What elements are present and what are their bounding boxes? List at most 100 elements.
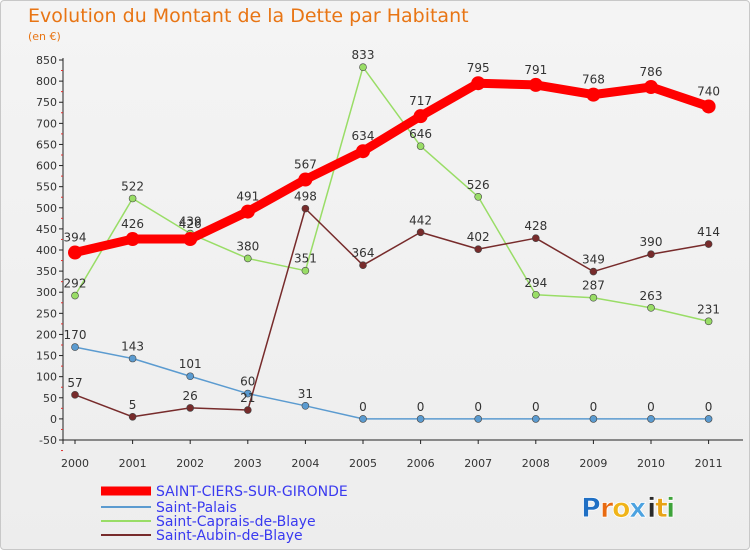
data-label: 0 bbox=[359, 400, 367, 414]
data-label: 567 bbox=[294, 157, 317, 171]
data-point bbox=[644, 80, 658, 95]
data-point bbox=[471, 76, 486, 91]
x-tick-label: 2008 bbox=[522, 457, 550, 470]
data-label: 380 bbox=[236, 239, 259, 253]
data-label: 442 bbox=[409, 213, 432, 227]
data-point bbox=[183, 232, 198, 247]
data-point bbox=[589, 293, 598, 302]
data-label: 791 bbox=[524, 63, 547, 77]
data-label: 786 bbox=[640, 65, 663, 79]
data-label: 143 bbox=[121, 340, 144, 354]
chart-unit-label: (en €) bbox=[28, 30, 61, 43]
data-point bbox=[71, 291, 79, 300]
data-point bbox=[531, 290, 540, 299]
data-point bbox=[359, 415, 367, 423]
brand-logo-letter: i bbox=[647, 493, 656, 524]
y-tick-label: 650 bbox=[36, 138, 57, 151]
y-tick-label: 100 bbox=[36, 371, 57, 384]
data-label: 390 bbox=[640, 235, 663, 249]
data-label: 101 bbox=[179, 357, 202, 371]
y-tick-label: 0 bbox=[50, 413, 57, 426]
y-tick-label: -50 bbox=[39, 434, 57, 447]
x-tick-label: 2006 bbox=[407, 457, 435, 470]
data-label: 292 bbox=[64, 277, 87, 291]
data-label: 21 bbox=[240, 391, 255, 405]
data-point bbox=[413, 109, 428, 124]
data-label: 0 bbox=[590, 400, 598, 414]
brand-logo-letter: i bbox=[666, 493, 675, 524]
data-point bbox=[647, 415, 655, 423]
data-label: 5 bbox=[129, 398, 137, 412]
y-tick-label: 200 bbox=[36, 328, 57, 341]
data-point bbox=[244, 389, 252, 398]
x-tick-label: 2004 bbox=[291, 457, 319, 470]
chart-title: Evolution du Montant de la Dette par Hab… bbox=[28, 5, 469, 27]
series-line-2 bbox=[74, 66, 709, 323]
data-label: 287 bbox=[582, 279, 605, 293]
data-label: 717 bbox=[409, 94, 432, 108]
data-point bbox=[586, 87, 601, 102]
legend-label: Saint-Palais bbox=[156, 500, 237, 516]
data-label: 364 bbox=[352, 246, 375, 260]
y-tick-label: 500 bbox=[36, 202, 57, 215]
brand-logo-letter: t bbox=[655, 493, 668, 524]
data-label: 0 bbox=[417, 400, 425, 414]
data-label: 795 bbox=[467, 61, 490, 75]
data-label: 394 bbox=[64, 231, 87, 245]
data-label: 498 bbox=[294, 190, 317, 204]
data-point bbox=[71, 391, 79, 399]
legend-label: Saint-Aubin-de-Blaye bbox=[156, 528, 303, 544]
y-tick-label: 600 bbox=[36, 160, 57, 173]
x-tick-label: 2010 bbox=[637, 457, 665, 470]
data-label: 60 bbox=[240, 375, 255, 389]
y-tick-label: 350 bbox=[36, 265, 57, 278]
data-label: 0 bbox=[532, 400, 540, 414]
legend-label: Saint-Caprais-de-Blaye bbox=[156, 514, 316, 530]
data-point bbox=[704, 317, 713, 326]
x-tick-label: 2011 bbox=[695, 457, 723, 470]
data-label: 740 bbox=[697, 84, 720, 98]
data-label: 263 bbox=[640, 289, 663, 303]
data-label: 294 bbox=[524, 276, 547, 290]
y-tick-label: 400 bbox=[36, 244, 57, 257]
data-label: 231 bbox=[697, 302, 720, 316]
series-line-0 bbox=[73, 78, 711, 257]
x-tick-label: 2000 bbox=[61, 457, 89, 470]
data-point bbox=[531, 234, 540, 242]
data-point bbox=[589, 267, 598, 276]
data-point bbox=[71, 343, 79, 351]
data-point bbox=[68, 245, 82, 260]
data-point bbox=[416, 228, 425, 237]
data-label: 0 bbox=[474, 400, 482, 414]
data-label: 833 bbox=[352, 48, 375, 62]
data-point bbox=[240, 204, 255, 219]
data-label: 522 bbox=[121, 179, 144, 193]
x-tick-label: 2003 bbox=[234, 457, 262, 470]
data-label: 426 bbox=[121, 217, 144, 231]
y-tick-label: 800 bbox=[36, 75, 57, 88]
data-point bbox=[125, 232, 140, 247]
data-point bbox=[244, 254, 252, 263]
data-point bbox=[416, 415, 425, 423]
data-label: 646 bbox=[409, 127, 432, 141]
x-tick-label: 2002 bbox=[176, 457, 204, 470]
data-point bbox=[474, 415, 483, 423]
data-label: 57 bbox=[67, 376, 82, 390]
data-point bbox=[186, 372, 194, 381]
data-point bbox=[647, 304, 655, 312]
data-label: 526 bbox=[467, 178, 490, 192]
data-point bbox=[704, 240, 713, 248]
data-point bbox=[128, 194, 137, 203]
brand-logo-letter: r bbox=[600, 493, 614, 524]
data-point bbox=[474, 193, 483, 201]
y-tick-label: 450 bbox=[36, 223, 57, 236]
data-point bbox=[301, 204, 310, 213]
y-tick-label: 700 bbox=[36, 117, 57, 130]
data-point bbox=[301, 266, 310, 275]
x-tick-label: 2007 bbox=[464, 457, 492, 470]
y-tick-label: 250 bbox=[36, 307, 57, 320]
data-point bbox=[186, 404, 194, 412]
data-point bbox=[359, 63, 367, 71]
